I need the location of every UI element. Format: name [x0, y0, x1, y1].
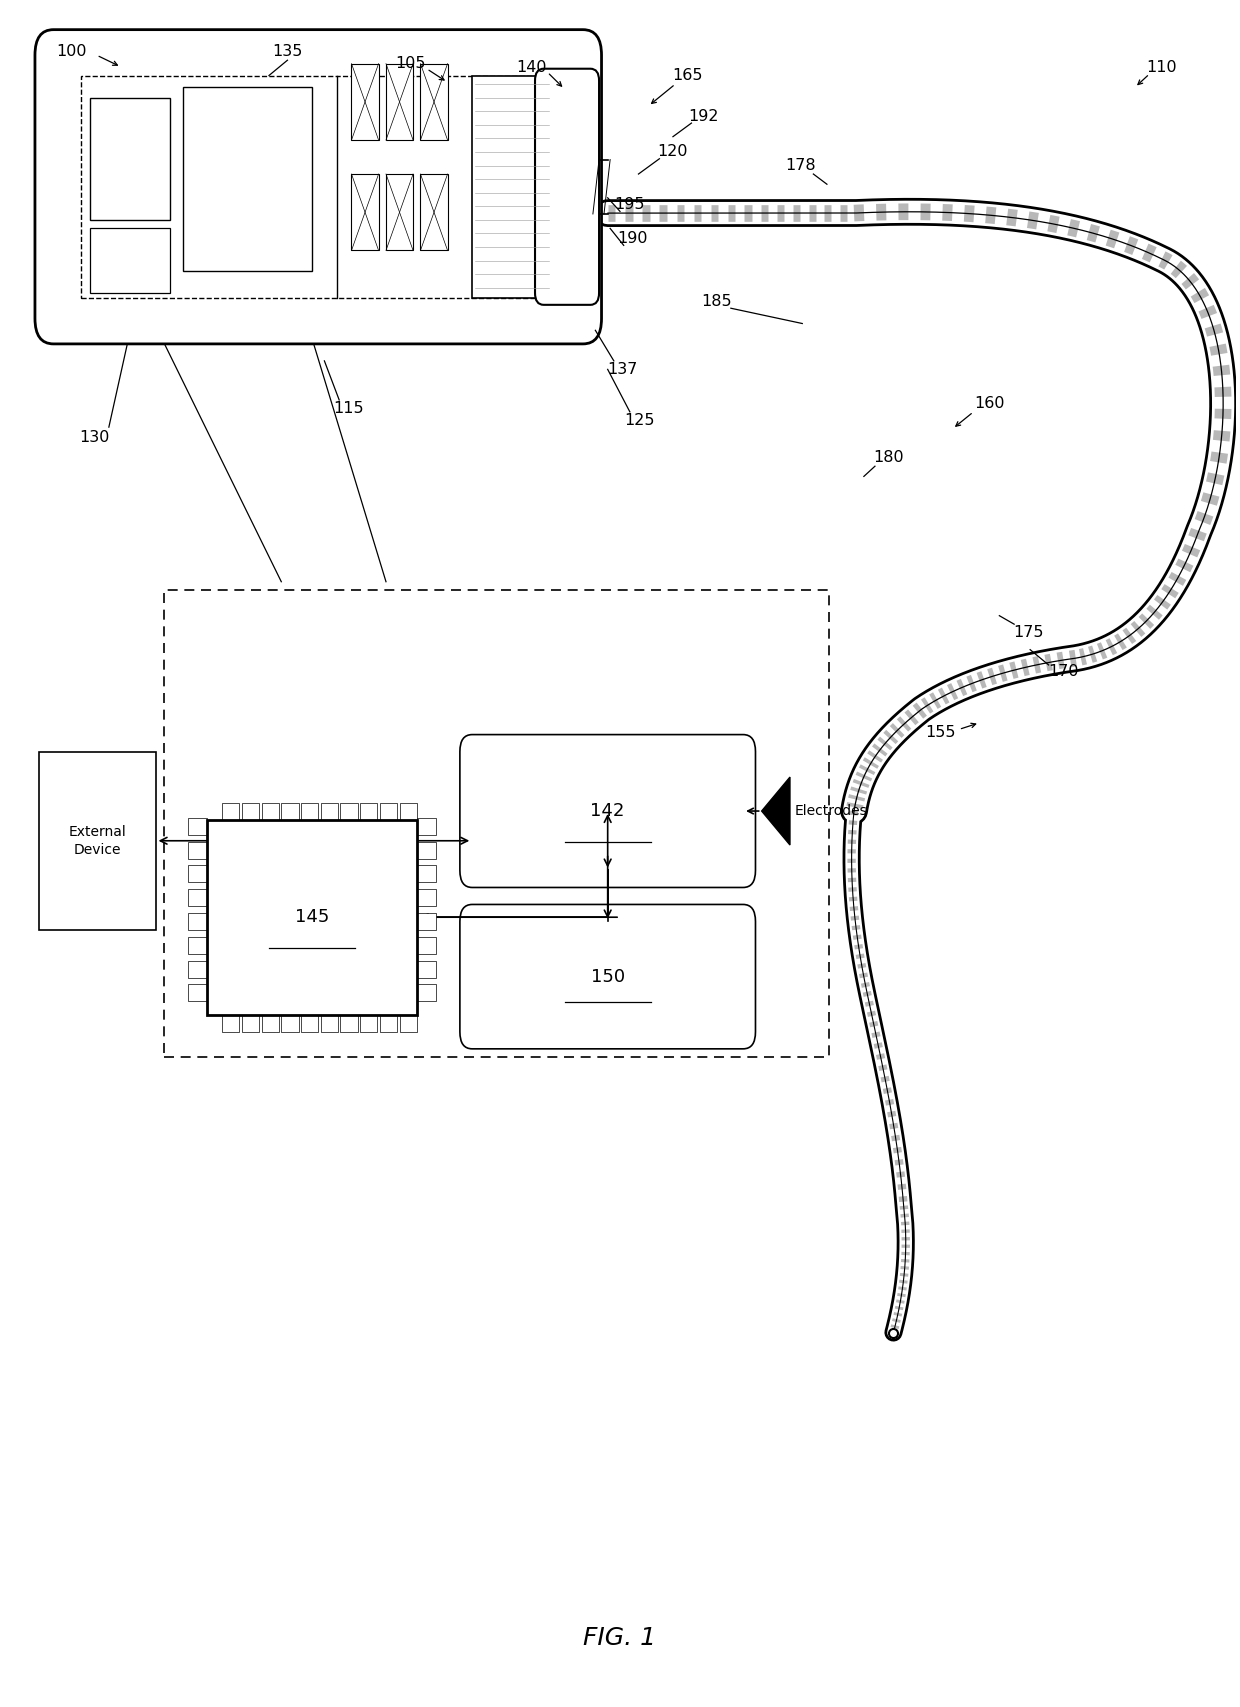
Bar	[417, 937, 436, 954]
Bar	[164, 591, 830, 1057]
FancyBboxPatch shape	[460, 905, 755, 1048]
Bar	[399, 802, 417, 819]
Bar	[341, 802, 357, 819]
Text: 130: 130	[79, 430, 109, 446]
Text: 150: 150	[590, 968, 625, 985]
FancyBboxPatch shape	[534, 68, 599, 306]
Polygon shape	[761, 777, 790, 845]
Text: 195: 195	[615, 196, 645, 212]
Text: 137: 137	[608, 362, 637, 377]
Bar	[81, 75, 556, 299]
Bar	[262, 802, 279, 819]
Bar	[242, 802, 259, 819]
Bar	[187, 889, 207, 906]
Text: 135: 135	[273, 44, 303, 60]
Bar	[187, 913, 207, 930]
Text: 178: 178	[786, 159, 816, 172]
Bar	[301, 1016, 319, 1031]
Text: 165: 165	[672, 68, 703, 84]
Bar	[222, 802, 239, 819]
Text: 120: 120	[657, 145, 688, 159]
FancyBboxPatch shape	[460, 734, 755, 888]
Bar	[91, 97, 170, 220]
Bar	[187, 842, 207, 859]
Bar	[386, 174, 413, 251]
Text: 145: 145	[295, 908, 330, 927]
Bar	[420, 174, 448, 251]
Bar	[379, 1016, 397, 1031]
Text: 175: 175	[1013, 625, 1044, 640]
Bar	[417, 842, 436, 859]
Bar	[417, 985, 436, 1002]
Bar	[281, 802, 299, 819]
Bar	[351, 174, 378, 251]
Bar	[187, 985, 207, 1002]
Bar	[472, 75, 552, 299]
Bar	[321, 802, 339, 819]
Bar	[262, 1016, 279, 1031]
Bar	[351, 63, 378, 140]
Text: 142: 142	[590, 802, 625, 819]
Bar	[321, 1016, 339, 1031]
Bar	[222, 1016, 239, 1031]
Text: External
Device: External Device	[68, 824, 126, 857]
Bar	[187, 937, 207, 954]
Bar	[182, 87, 312, 271]
Text: 170: 170	[1048, 664, 1079, 679]
Bar	[301, 802, 319, 819]
Bar	[187, 865, 207, 883]
Text: 125: 125	[625, 413, 655, 428]
Text: 185: 185	[701, 294, 732, 309]
Bar	[417, 865, 436, 883]
Text: 192: 192	[688, 109, 719, 125]
Bar	[417, 889, 436, 906]
FancyBboxPatch shape	[35, 29, 601, 343]
Text: 160: 160	[975, 396, 1004, 411]
Bar	[187, 818, 207, 835]
Bar	[360, 802, 377, 819]
Bar	[207, 819, 417, 1016]
Text: FIG. 1: FIG. 1	[584, 1627, 656, 1651]
Text: 100: 100	[57, 44, 87, 60]
Bar	[38, 751, 156, 930]
Bar	[386, 63, 413, 140]
Bar	[187, 961, 207, 978]
Bar	[242, 1016, 259, 1031]
Text: Electrodes: Electrodes	[795, 804, 868, 818]
Text: 180: 180	[873, 451, 904, 466]
Text: 105: 105	[396, 56, 425, 72]
Text: 190: 190	[618, 230, 647, 246]
Bar	[417, 961, 436, 978]
Text: 155: 155	[925, 725, 956, 741]
Text: 140: 140	[516, 60, 547, 75]
Bar	[360, 1016, 377, 1031]
Bar	[341, 1016, 357, 1031]
Bar	[399, 1016, 417, 1031]
Bar	[379, 802, 397, 819]
Bar	[417, 913, 436, 930]
Bar	[91, 229, 170, 294]
Bar	[281, 1016, 299, 1031]
Text: 115: 115	[334, 401, 365, 417]
Bar	[420, 63, 448, 140]
Text: 110: 110	[1147, 60, 1177, 75]
Bar	[417, 818, 436, 835]
